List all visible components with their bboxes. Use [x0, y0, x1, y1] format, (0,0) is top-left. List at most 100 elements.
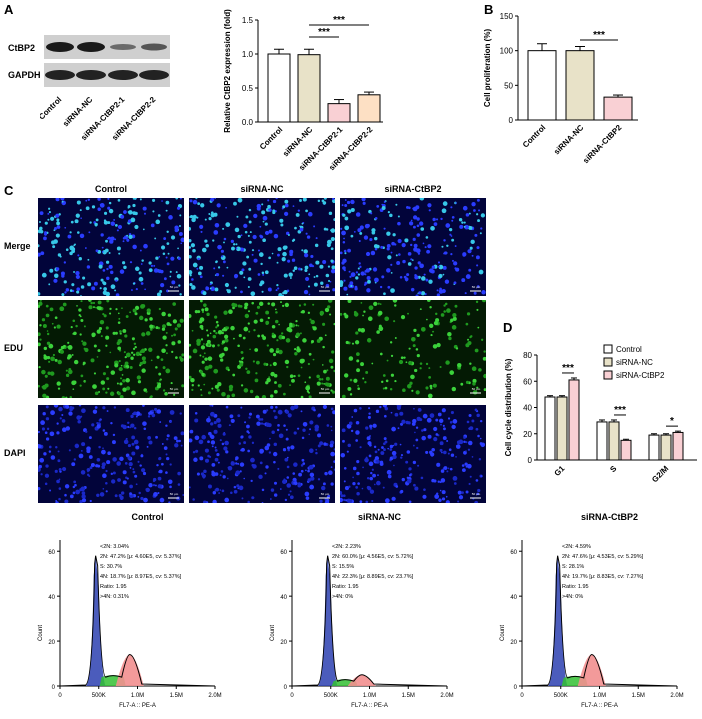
microscopy-row-label: EDU [4, 343, 24, 353]
y-tick-label: 1.5 [242, 16, 254, 25]
bar [568, 379, 580, 461]
y-tick-label: 20 [523, 430, 532, 439]
g1-peak [317, 555, 338, 686]
scale-bar-label: 50 μm [170, 492, 179, 496]
y-tick-label: 0 [52, 685, 56, 691]
y-tick-label: 0.0 [242, 118, 254, 127]
sig-label: *** [318, 27, 330, 38]
legend-label: siRNA-NC [616, 358, 653, 367]
y-tick-label: 0.5 [242, 84, 254, 93]
y-tick-label: 100 [500, 47, 514, 56]
stats-line: Ratio: 1.95 [100, 584, 127, 590]
blot-lane-labels: Control siRNA-NC siRNA-CtBP2-1 siRNA-CtB… [40, 95, 158, 143]
sig-label: *** [562, 363, 574, 374]
panel-letter-d: D [503, 320, 513, 335]
stats-line: S: 30.7% [100, 564, 122, 570]
stats-line: 4N: 19.7% [μ: 8.83E5, cv: 7.27%] [562, 574, 644, 580]
histogram-title: siRNA-NC [358, 512, 402, 522]
g2-peak [577, 654, 606, 686]
lane-label: siRNA-NC [61, 95, 95, 129]
x-tick-label: Control [258, 125, 284, 151]
stats-line: 4N: 18.7% [μ: 8.97E5, cv: 5.37%] [100, 574, 182, 580]
sig-label: *** [614, 405, 626, 416]
bar [267, 53, 291, 123]
microscopy-image: 50 μm [189, 405, 335, 503]
legend-label: Control [616, 345, 642, 354]
stats-line: S: 28.1% [562, 564, 584, 570]
y-tick-label: 40 [48, 595, 55, 601]
histogram-outline [291, 555, 448, 687]
y-axis-label: Count [38, 625, 44, 641]
scale-bar-label: 50 μm [472, 387, 481, 391]
band-label-gapdh: GAPDH [8, 70, 41, 80]
flow-histogram: siRNA-NC 0 20 40 60 Count 0 500K 1.0M 1.5M 2.0M FL7… [270, 512, 454, 709]
histogram-outline [521, 555, 678, 687]
x-tick-label: 500K [92, 693, 106, 699]
band-gapdh-lane2 [76, 70, 106, 80]
x-tick-label: 0 [290, 693, 294, 699]
y-axis-label: Count [500, 625, 506, 641]
panel-letter-b: B [484, 2, 494, 17]
lane-label: Control [40, 95, 63, 121]
stats-line: >4N: 0% [332, 594, 353, 600]
x-tick-label: 1.0M [131, 693, 144, 699]
y-tick-label: 0 [514, 685, 518, 691]
band-gapdh-lane1 [45, 70, 75, 80]
x-tick-label: 2.0M [440, 693, 453, 699]
y-tick-label: 150 [500, 12, 514, 21]
band-gapdh-lane3 [108, 70, 138, 80]
y-tick-label: 0 [284, 685, 288, 691]
y-tick-label: 20 [48, 640, 55, 646]
y-tick-label: 60 [280, 550, 287, 556]
flow-histogram: Control 0 20 40 60 Count 0 500K 1.0M 1.5M 2.0M FL7-… [38, 512, 222, 709]
y-tick-label: 40 [280, 595, 287, 601]
x-axis-label: FL7-A :: PE-A [351, 703, 388, 709]
legend-label: siRNA-CtBP2 [616, 371, 665, 380]
microscopy-image: 50 μm [340, 198, 486, 296]
x-axis-label: FL7-A :: PE-A [119, 703, 156, 709]
microscopy-row-label: Merge [4, 241, 31, 251]
microscopy-image: 50 μm [189, 198, 335, 296]
x-tick-label: 1.0M [363, 693, 376, 699]
scale-bar-label: 50 μm [170, 387, 179, 391]
stats-line: 2N: 47.6% [μ: 4.53E5, cv: 5.29%] [562, 554, 644, 560]
x-tick-label: siRNA-CtBP2 [581, 123, 624, 166]
bar [327, 103, 351, 123]
bar [565, 50, 595, 121]
y-tick-label: 0 [509, 116, 514, 125]
microscopy-image: 50 μm [340, 405, 486, 503]
band-ctbp2-lane1 [46, 42, 74, 52]
y-tick-label: 60 [510, 550, 517, 556]
microscopy-grid: Control siRNA-NC siRNA-CtBP2 Merge EDU DAPI 50… [0, 180, 490, 503]
y-tick-label: 40 [510, 595, 517, 601]
bar [596, 421, 608, 461]
stats-line: 4N: 22.3% [μ: 8.89E5, cv: 23.7%] [332, 574, 414, 580]
bar [556, 396, 568, 461]
stats-line: <2N: 4.59% [562, 544, 591, 550]
x-tick-label: 1.0M [593, 693, 606, 699]
x-tick-label: 0 [520, 693, 524, 699]
x-tick-label: siRNA-NC [552, 123, 586, 157]
blot-bands [44, 35, 170, 87]
microscopy-column-title: siRNA-CtBP2 [384, 184, 442, 194]
scale-bar-label: 50 μm [321, 492, 330, 496]
bar [527, 50, 557, 121]
flow-histogram: siRNA-CtBP2 0 20 40 60 Count 0 500K 1.0M 1.5M 2.0M… [500, 512, 684, 709]
y-tick-label: 60 [523, 377, 532, 386]
legend-swatch [603, 344, 613, 354]
microscopy-image: 50 μm [189, 300, 335, 398]
bar [620, 439, 632, 461]
stats-line: 2N: 47.2% [μ: 4.60E5, cv: 5.37%] [100, 554, 182, 560]
panel-letter-c: C [4, 183, 14, 198]
stats-line: >4N: 0.31% [100, 594, 129, 600]
band-ctbp2-lane4 [141, 43, 167, 51]
stats-line: Ratio: 1.95 [332, 584, 359, 590]
x-tick-label: 1.5M [632, 693, 645, 699]
scale-bar-label: 50 μm [321, 285, 330, 289]
x-tick-label: G2/M [650, 464, 670, 484]
g2-peak [115, 654, 144, 686]
band-gapdh-lane4 [139, 70, 169, 80]
y-tick-label: 80 [523, 351, 532, 360]
band-ctbp2-lane3 [110, 44, 136, 50]
